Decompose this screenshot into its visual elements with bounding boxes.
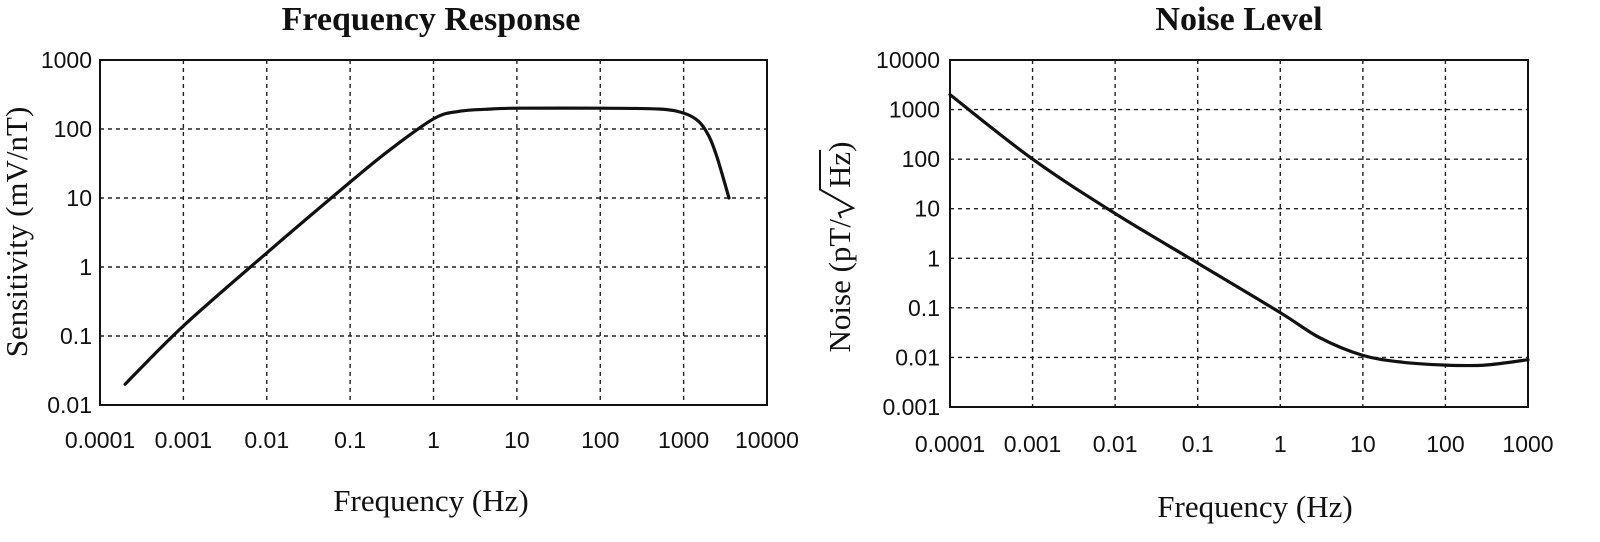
y-axis-label: Sensitivity (mV/nT) [0, 107, 34, 358]
plot-frame [99, 59, 768, 406]
frequency-response-chart: Frequency Response 0.0001 0.001 0.01 0.1 1 10… [0, 1, 799, 518]
y-tick-label: 100 [902, 146, 940, 172]
y-tick-label: 1 [927, 245, 940, 271]
y-tick-label: 0.1 [908, 295, 940, 321]
noise-level-chart: Noise Level 0.0001 0.001 0.01 0.1 1 10 100 1000… [819, 1, 1554, 524]
x-tick-label: 10000 [735, 427, 799, 453]
y-tick-label: 10 [66, 185, 92, 211]
y-tick-label: 0.001 [882, 394, 940, 420]
grid [100, 60, 767, 405]
x-tick-labels: 0.0001 0.001 0.01 0.1 1 10 100 1000 10000 [65, 427, 799, 453]
x-tick-label: 0.0001 [915, 431, 985, 457]
x-tick-label: 0.1 [1182, 431, 1214, 457]
sensitivity-series-line [123, 106, 731, 386]
x-tick-label: 10 [1350, 431, 1376, 457]
x-axis-label: Frequency (Hz) [1157, 489, 1352, 524]
y-axis-label: Noise (pT/__Hz) [819, 142, 857, 353]
sqrt-sign-stroke [819, 149, 856, 219]
x-tick-label: 0.0001 [65, 427, 135, 453]
x-tick-labels: 0.0001 0.001 0.01 0.1 1 10 100 1000 [915, 431, 1554, 457]
y-axis-label-text: Noise (pT/__Hz) [822, 142, 857, 353]
y-tick-label: 1000 [41, 47, 92, 73]
x-tick-label: 1 [427, 427, 440, 453]
x-axis-label: Frequency (Hz) [333, 483, 528, 518]
sqrt-radicand: Hz [822, 152, 857, 188]
x-tick-label: 1 [1274, 431, 1287, 457]
y-tick-label: 0.01 [895, 344, 940, 370]
x-tick-label: 0.1 [334, 427, 366, 453]
y-tick-label: 0.1 [60, 323, 92, 349]
x-tick-label: 100 [581, 427, 619, 453]
grid [950, 60, 1528, 407]
x-tick-label: 1000 [658, 427, 709, 453]
x-tick-label: 1000 [1502, 431, 1553, 457]
y-tick-label: 0.01 [47, 392, 92, 418]
y-tick-label: 10000 [876, 47, 940, 73]
x-tick-label: 100 [1426, 431, 1464, 457]
y-tick-label: 10 [914, 196, 940, 222]
x-tick-label: 0.001 [155, 427, 213, 453]
y-tick-labels: 0.001 0.01 0.1 1 10 100 1000 10000 [876, 47, 940, 420]
x-tick-label: 10 [504, 427, 530, 453]
y-tick-label: 1 [79, 254, 92, 280]
chart-title: Noise Level [1155, 1, 1322, 38]
y-tick-label: 100 [54, 116, 92, 142]
noise-series-line [948, 93, 1530, 368]
y-tick-label: 1000 [889, 97, 940, 123]
x-tick-label: 0.01 [1093, 431, 1138, 457]
plot-frame [949, 59, 1529, 408]
y-tick-labels: 0.01 0.1 1 10 100 1000 [41, 47, 92, 418]
chart-title: Frequency Response [282, 1, 581, 38]
x-tick-label: 0.01 [244, 427, 289, 453]
x-tick-label: 0.001 [1004, 431, 1062, 457]
